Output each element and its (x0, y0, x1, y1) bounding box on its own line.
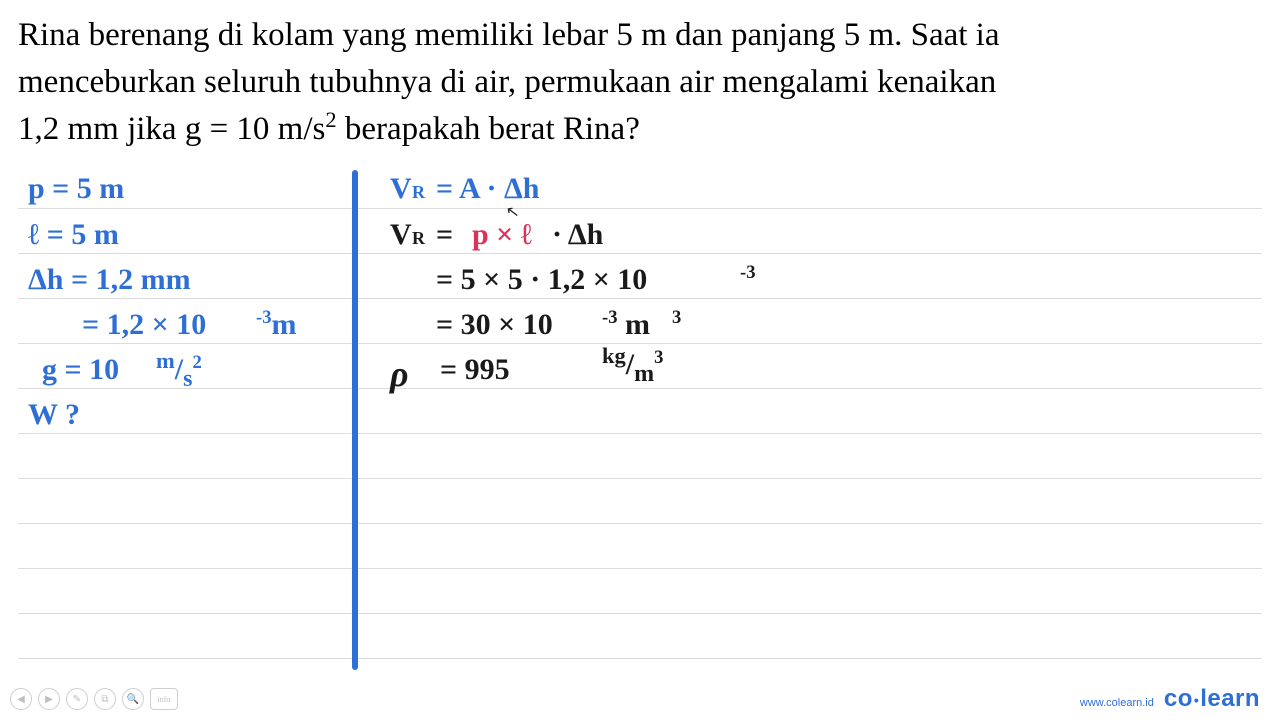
hw-dh2b: -3m (256, 308, 297, 342)
hw-vr1b: R (412, 182, 425, 203)
brand-url: www.colearn.id (1080, 697, 1154, 709)
question-line3-post: berapakah berat Rina? (337, 111, 640, 147)
brand-logo-b: learn (1200, 685, 1260, 712)
hw-vr4c: 3 (672, 308, 681, 342)
question-line3-pre: 1,2 mm jika g = 10 m/s (18, 111, 325, 147)
hw-l: ℓ = 5 m (28, 218, 119, 252)
hw-vr2b: R (412, 228, 425, 249)
nav-info[interactable]: info (150, 688, 178, 710)
nav-prev[interactable]: ◀ (10, 688, 32, 710)
hw-vr2d: p × ℓ (472, 218, 532, 252)
hw-w: W ? (28, 398, 80, 432)
nav-next[interactable]: ▶ (38, 688, 60, 710)
hw-vr2a: V (390, 218, 412, 252)
nav-controls: ◀ ▶ ✎ ⧉ 🔍 info (10, 688, 178, 710)
hw-rho1: ρ (390, 353, 409, 395)
footer: ◀ ▶ ✎ ⧉ 🔍 info www.colearn.id co•learn (0, 678, 1280, 720)
nav-copy[interactable]: ⧉ (94, 688, 116, 710)
hw-vr3a: = 5 × 5 · 1,2 × 10 (436, 263, 647, 297)
nav-edit[interactable]: ✎ (66, 688, 88, 710)
question-text: Rina berenang di kolam yang memiliki leb… (0, 0, 1280, 153)
hw-vr4b: -3 m (602, 308, 650, 342)
hw-vr4a: = 30 × 10 (436, 308, 553, 342)
brand-logo-a: co (1164, 685, 1193, 712)
hw-vr1a: V (390, 172, 412, 206)
hw-vr2c: = (436, 218, 453, 252)
hw-dh2a: = 1,2 × 10 (82, 308, 206, 342)
brand-logo: co•learn (1164, 685, 1260, 713)
hw-vr1c: = A · Δh (436, 172, 539, 206)
question-line2: menceburkan seluruh tubuhnya di air, per… (18, 64, 996, 100)
hw-g2: m/s2 (156, 353, 202, 393)
hw-rho2: = 995 (440, 353, 510, 387)
ruled-lines (18, 170, 1262, 678)
whiteboard: p = 5 m ℓ = 5 m Δh = 1,2 mm = 1,2 × 10 -3m g … (0, 170, 1280, 678)
hw-dh1: Δh = 1,2 mm (28, 263, 191, 297)
hw-vr3b: -3 (740, 263, 756, 297)
vertical-divider (352, 170, 358, 670)
nav-zoom[interactable]: 🔍 (122, 688, 144, 710)
hw-rho3: kg/m3 (602, 348, 663, 388)
hw-vr2e: · Δh (552, 218, 603, 252)
hw-g1: g = 10 (42, 353, 119, 387)
question-exponent: 2 (325, 107, 336, 132)
question-line1: Rina berenang di kolam yang memiliki leb… (18, 17, 1000, 53)
hw-p: p = 5 m (28, 172, 124, 206)
brand: www.colearn.id co•learn (1080, 685, 1260, 713)
